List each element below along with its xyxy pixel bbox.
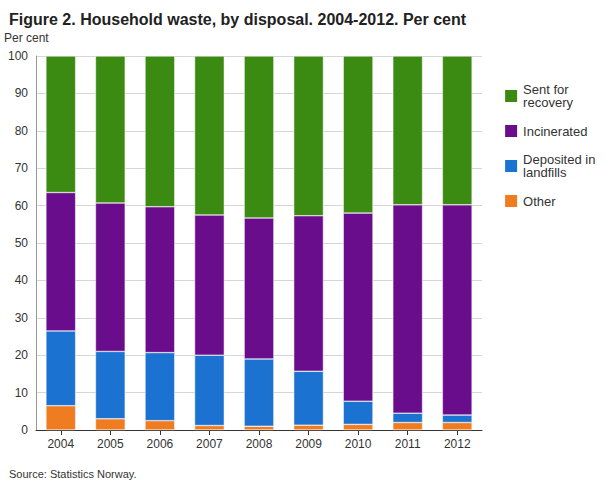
svg-text:Per cent: Per cent xyxy=(4,31,49,45)
svg-text:0: 0 xyxy=(21,423,28,437)
svg-text:30: 30 xyxy=(15,311,29,325)
svg-text:2007: 2007 xyxy=(196,437,223,451)
svg-text:2006: 2006 xyxy=(147,437,174,451)
svg-text:2005: 2005 xyxy=(97,437,124,451)
svg-text:40: 40 xyxy=(15,273,29,287)
svg-text:Figure 2. Household waste, by: Figure 2. Household waste, by disposal. … xyxy=(9,11,467,28)
svg-text:2010: 2010 xyxy=(345,437,372,451)
svg-text:60: 60 xyxy=(15,199,29,213)
svg-text:Source: Statistics Norway.: Source: Statistics Norway. xyxy=(9,468,137,480)
svg-text:80: 80 xyxy=(15,124,29,138)
svg-text:Sent for: Sent for xyxy=(523,82,573,97)
svg-text:10: 10 xyxy=(15,386,29,400)
svg-text:90: 90 xyxy=(15,86,29,100)
svg-text:2004: 2004 xyxy=(47,437,74,451)
svg-text:landfills: landfills xyxy=(523,165,567,180)
svg-text:100: 100 xyxy=(8,49,28,63)
svg-text:2012: 2012 xyxy=(444,437,471,451)
svg-text:Other: Other xyxy=(523,194,556,209)
svg-text:Incinerated: Incinerated xyxy=(523,124,587,139)
svg-text:50: 50 xyxy=(15,236,29,250)
svg-text:2009: 2009 xyxy=(295,437,322,451)
svg-text:2008: 2008 xyxy=(246,437,273,451)
svg-text:Deposited in: Deposited in xyxy=(523,152,599,167)
svg-text:recovery: recovery xyxy=(523,95,573,110)
svg-text:20: 20 xyxy=(15,348,29,362)
svg-text:2011: 2011 xyxy=(395,437,421,451)
svg-text:70: 70 xyxy=(15,161,29,175)
